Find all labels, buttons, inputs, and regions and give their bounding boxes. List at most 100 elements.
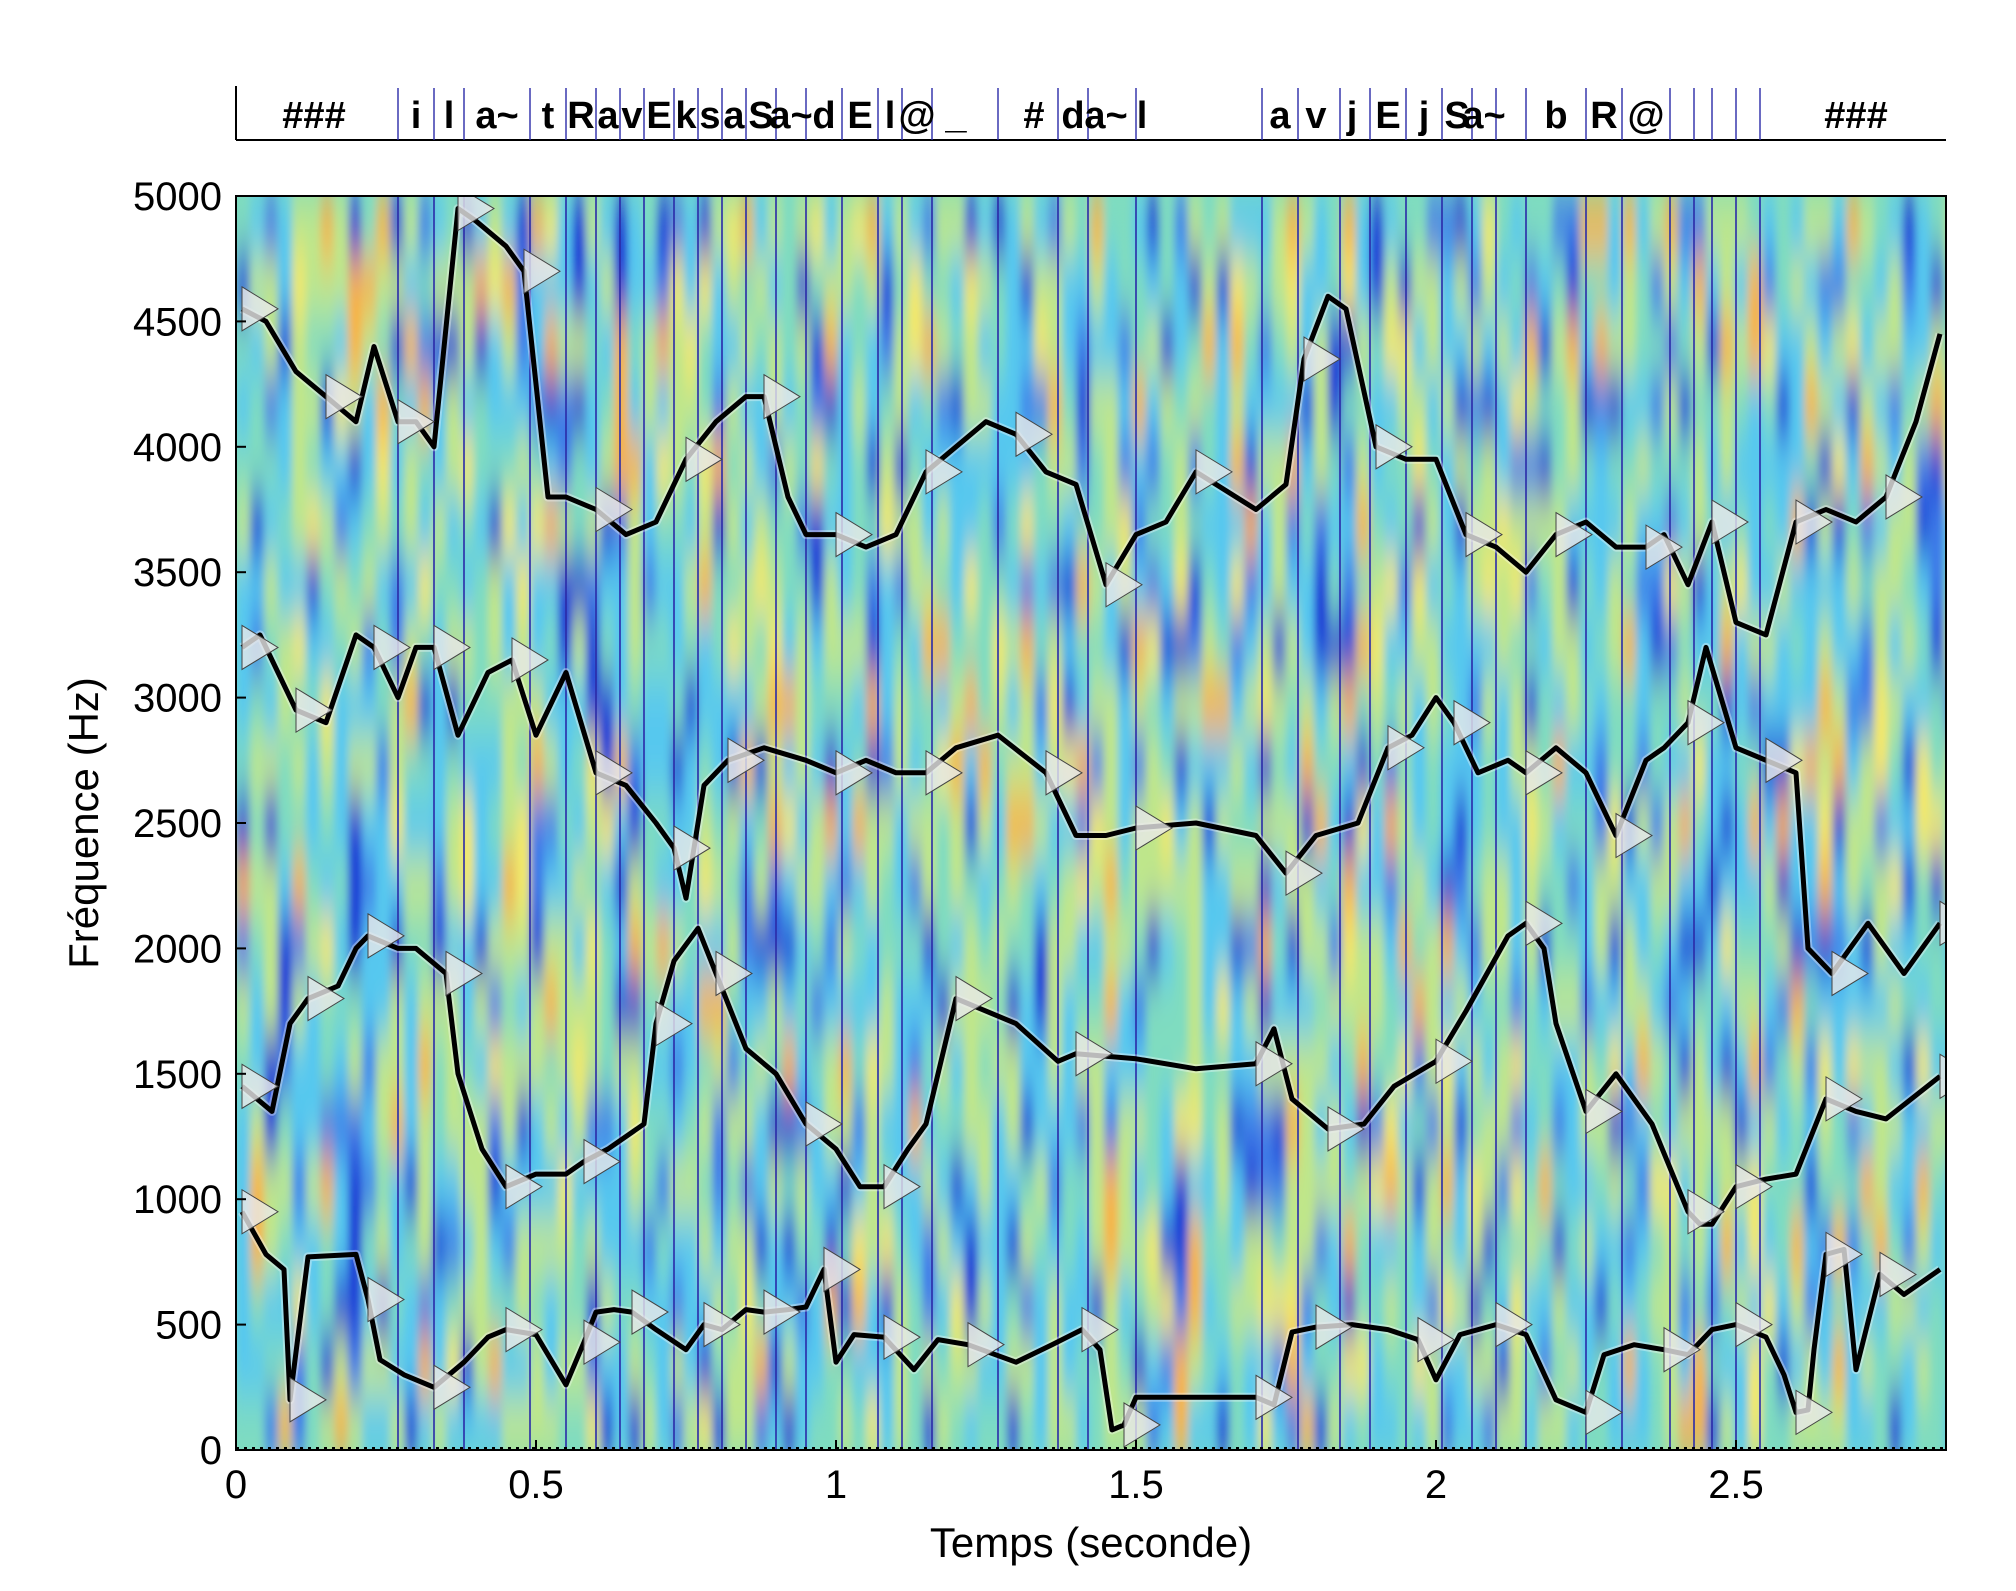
spectrogram-cell: [1202, 736, 1217, 797]
phoneme-label: j: [1346, 95, 1358, 137]
spectrogram-cell: [1524, 436, 1539, 497]
spectrogram-cell: [1706, 1156, 1721, 1217]
spectrogram-cell: [726, 256, 741, 317]
spectrogram-cell: [1230, 676, 1245, 737]
spectrogram-cell: [950, 1396, 965, 1450]
spectrogram-cell: [1622, 1036, 1637, 1097]
spectrogram-cell: [1482, 976, 1497, 1037]
spectrogram-cell: [1090, 976, 1105, 1037]
spectrogram-cell: [978, 196, 993, 257]
spectrogram-cell: [1552, 316, 1567, 377]
spectrogram-cell: [1020, 256, 1035, 317]
formant-bandwidth-marker: [883, 1314, 921, 1361]
spectrogram-cell: [740, 496, 755, 557]
spectrogram-cell: [1132, 1336, 1147, 1397]
spectrogram-cell: [1146, 436, 1161, 497]
spectrogram-cell: [992, 976, 1007, 1037]
spectrogram-cell: [1230, 496, 1245, 557]
spectrogram-cell: [1342, 856, 1357, 917]
spectrogram-cell: [880, 256, 895, 317]
spectrogram-cell: [250, 976, 265, 1037]
spectrogram-cell: [922, 1216, 937, 1277]
spectrogram-cell: [1216, 736, 1231, 797]
spectrogram-cell: [1552, 196, 1567, 257]
spectrogram-cell: [628, 616, 643, 677]
spectrogram-cell: [1580, 196, 1595, 257]
spectrogram-cell: [726, 1396, 741, 1450]
spectrogram-cell: [1006, 556, 1021, 617]
spectrogram-cell: [1104, 376, 1119, 437]
spectrogram-cell: [1202, 1216, 1217, 1277]
spectrogram-cell: [1384, 1096, 1399, 1157]
phoneme-label: E: [646, 95, 671, 137]
spectrogram-cell: [740, 196, 755, 257]
spectrogram-cell: [404, 1036, 419, 1097]
spectrogram-cell: [1510, 616, 1525, 677]
spectrogram-cell: [306, 1036, 321, 1097]
spectrogram-cell: [1384, 1276, 1399, 1337]
spectrogram-cell: [1356, 1276, 1371, 1337]
spectrogram-cell: [796, 196, 811, 257]
spectrogram-cell: [1034, 1096, 1049, 1157]
spectrogram-cell: [1062, 616, 1077, 677]
spectrogram-cell: [1244, 736, 1259, 797]
spectrogram-cell: [1104, 1036, 1119, 1097]
spectrogram-cell: [922, 1156, 937, 1217]
spectrogram-cell: [446, 676, 461, 737]
spectrogram-cell: [950, 1216, 965, 1277]
spectrogram-cell: [1706, 796, 1721, 857]
spectrogram-cell: [1930, 976, 1945, 1037]
spectrogram-cell: [1510, 856, 1525, 917]
spectrogram-cell: [1496, 376, 1511, 437]
spectrogram-cell: [656, 196, 671, 257]
spectrogram-cell: [1622, 916, 1637, 977]
spectrogram-cell: [740, 616, 755, 677]
spectrogram-cell: [1020, 616, 1035, 677]
spectrogram-cell: [502, 196, 517, 257]
spectrogram-cell: [1720, 1036, 1735, 1097]
spectrogram-cell: [460, 556, 475, 617]
formant-bandwidth-marker: [715, 950, 753, 997]
spectrogram-cell: [432, 1276, 447, 1337]
spectrogram-cell: [1692, 796, 1707, 857]
spectrogram-cell: [1230, 376, 1245, 437]
spectrogram-cell: [1118, 436, 1133, 497]
spectrogram-cell: [1454, 796, 1469, 857]
formant-bandwidth-marker: [397, 398, 435, 445]
phoneme-label: @: [898, 95, 935, 137]
spectrogram-cell: [1888, 1156, 1903, 1217]
spectrogram-cell: [712, 496, 727, 557]
spectrogram-cell: [530, 496, 545, 557]
spectrogram-cell: [824, 676, 839, 737]
spectrogram-cell: [1720, 1396, 1735, 1450]
spectrogram-cell: [1552, 1156, 1567, 1217]
spectrogram-cell: [1468, 796, 1483, 857]
spectrogram-cell: [908, 676, 923, 737]
spectrogram-cell: [1650, 256, 1665, 317]
spectrogram-cell: [726, 556, 741, 617]
spectrogram-cell: [292, 256, 307, 317]
spectrogram-cell: [852, 436, 867, 497]
spectrogram-cell: [754, 856, 769, 917]
spectrogram-cell: [530, 856, 545, 917]
spectrogram-cell: [880, 736, 895, 797]
spectrogram-cell: [488, 856, 503, 917]
spectrogram-cell: [348, 856, 363, 917]
spectrogram-cell: [474, 1276, 489, 1337]
spectrogram-cell: [1048, 436, 1063, 497]
spectrogram-cell: [1188, 856, 1203, 917]
spectrogram-cell: [334, 1156, 349, 1217]
spectrogram-cell: [1440, 556, 1455, 617]
formant-bandwidth-marker: [823, 1246, 861, 1293]
spectrogram-cell: [754, 1216, 769, 1277]
spectrogram-cell: [684, 976, 699, 1037]
spectrogram-cell: [1902, 676, 1917, 737]
spectrogram-cell: [1664, 676, 1679, 737]
spectrogram-cell: [278, 436, 293, 497]
spectrogram-cell: [1566, 376, 1581, 437]
spectrogram-cell: [1370, 256, 1385, 317]
spectrogram-cell: [1580, 856, 1595, 917]
spectrogram-cell: [586, 1396, 601, 1450]
spectrogram-cell: [684, 1036, 699, 1097]
spectrogram-cell: [1300, 676, 1315, 737]
